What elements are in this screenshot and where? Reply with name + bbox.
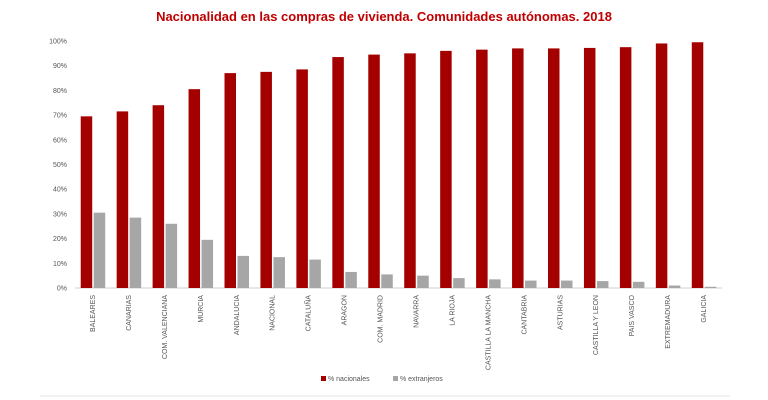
x-category-label: ARAGON [342, 295, 349, 325]
bar-nacionales [619, 47, 632, 288]
x-category-label: EXTREMADURA [665, 295, 672, 349]
bar-nacionales [512, 48, 524, 288]
chart-title: Nacionalidad en las compras de vivienda.… [156, 9, 612, 24]
bar-nacionales [332, 57, 344, 289]
bar-extranjeros [453, 278, 465, 288]
y-tick-label: 10% [53, 261, 67, 268]
bar-nacionales [80, 116, 93, 289]
y-tick-label: 50% [53, 162, 67, 169]
bar-extranjeros [237, 255, 249, 288]
bar-extranjeros [345, 271, 357, 288]
bar-extranjeros [381, 274, 393, 288]
y-tick-label: 60% [53, 137, 67, 144]
y-tick-label: 90% [53, 63, 67, 70]
y-tick-label: 30% [53, 211, 67, 218]
legend-label-extranjeros: % extranjeros [400, 376, 443, 383]
bar-extranjeros [596, 281, 609, 288]
x-category-label: CASTILLA Y LEON [593, 295, 600, 355]
bar-nacionales [476, 49, 488, 288]
bar-extranjeros [201, 239, 214, 288]
x-category-label: NACIONAL [270, 295, 277, 331]
x-category-label: CATALUÑA [304, 295, 313, 332]
y-tick-label: 0% [57, 286, 67, 293]
x-category-label: COM. VALENCIANA [162, 295, 169, 359]
bar-nacionales [368, 54, 380, 289]
bar-extranjeros [417, 275, 429, 288]
bar-nacionales [548, 48, 560, 288]
legend-swatch-nacionales [321, 376, 326, 381]
bar-nacionales [691, 42, 704, 288]
bar-nacionales [583, 47, 596, 288]
legend-swatch-extranjeros [393, 376, 398, 381]
x-category-label: MURCIA [198, 295, 205, 323]
y-tick-label: 100% [49, 39, 67, 46]
bar-nacionales [440, 50, 452, 288]
x-category-label: PAIS VASCO [629, 294, 636, 336]
bar-extranjeros [632, 281, 645, 288]
bar-extranjeros [129, 217, 142, 288]
x-category-label: ASTURIAS [557, 295, 564, 330]
y-tick-label: 70% [53, 113, 67, 120]
bar-extranjeros [704, 286, 717, 288]
bar-nacionales [224, 73, 236, 288]
legend: % nacionales % extranjeros [321, 376, 443, 383]
bar-nacionales [260, 71, 272, 288]
legend-label-nacionales: % nacionales [328, 376, 370, 383]
bar-nacionales [655, 43, 668, 288]
x-category-label: ANDALUCIA [234, 295, 241, 335]
y-tick-label: 80% [53, 88, 67, 95]
x-labels: BALEARES CANARIAS COM. VALENCIANA MURCIA AND… [90, 294, 708, 370]
y-tick-label: 40% [53, 187, 67, 194]
bar-extranjeros [165, 223, 178, 288]
bar-extranjeros [309, 259, 321, 288]
x-category-label: GALICIA [701, 295, 708, 323]
bar-extranjeros [93, 212, 106, 288]
x-category-label: CASTILLA LA MANCHA [485, 295, 492, 370]
x-category-label: BALEARES [90, 295, 97, 332]
bar-extranjeros [561, 280, 573, 288]
bar-nacionales [404, 53, 416, 288]
x-category-label: NAVARRA [413, 295, 420, 328]
bar-nacionales [116, 111, 129, 289]
x-category-label: LA RIOJA [449, 295, 456, 326]
bar-extranjeros [273, 257, 285, 288]
x-category-label: CANARIAS [126, 295, 133, 331]
bar-nacionales [152, 105, 165, 288]
x-category-label: CANTABRIA [521, 295, 528, 335]
bar-nacionales [188, 89, 201, 288]
bar-extranjeros [668, 285, 681, 288]
bar-extranjeros [489, 279, 501, 288]
x-category-label: COM. MADRID [378, 295, 385, 343]
bar-nacionales [296, 69, 308, 288]
y-tick-label: 20% [53, 236, 67, 243]
y-axis: 0% 10% 20% 30% 40% 50% 60% 70% 80% 90% 100% [49, 39, 67, 293]
bars [80, 42, 717, 289]
bar-extranjeros [525, 280, 537, 288]
